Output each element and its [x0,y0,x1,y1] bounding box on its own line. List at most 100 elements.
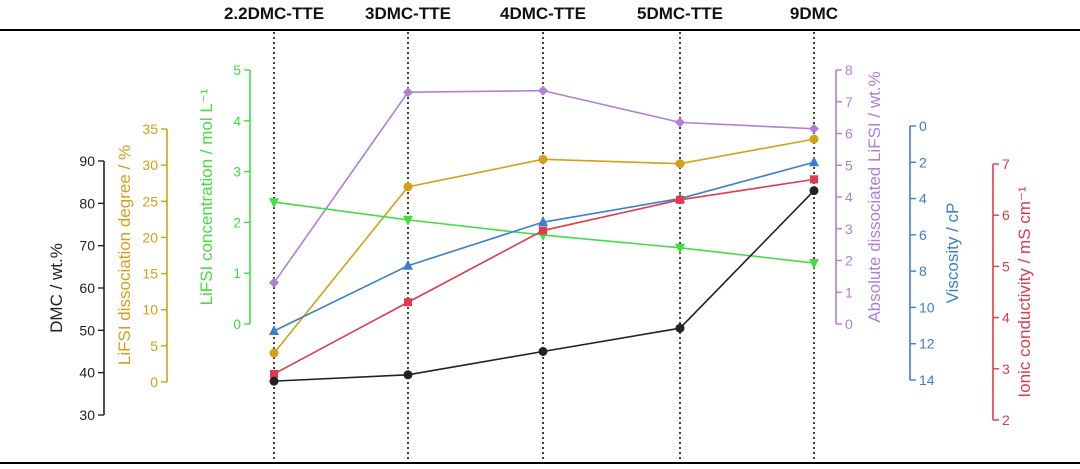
tick-label: 70 [79,238,95,254]
data-point [404,298,412,307]
tick-label: 40 [79,365,95,381]
series-line [273,161,815,332]
tick-label: 80 [79,195,95,211]
tick-label: 15 [142,266,158,282]
axis-title: Ionic conductivity / mS cm⁻¹ [1015,186,1034,397]
data-point [269,277,279,288]
tick-label: 3 [845,221,853,237]
data-point [403,87,413,98]
tick-label: 2 [845,253,853,269]
tick-label: 5 [1002,258,1010,274]
tick-label: 6 [1002,207,1010,223]
tick-label: 2 [919,154,927,170]
tick-label: 1 [233,265,241,281]
tick-label: 5 [150,338,158,354]
axis-deg: 0 5 10 15 20 25 30 35 LiFSI dissociation degree … [115,121,168,390]
data-point [676,195,684,204]
tick-label: 5 [845,157,853,173]
data-point [403,370,413,380]
series-line [273,178,815,375]
tick-label: 20 [142,229,158,245]
tick-label: 14 [919,372,935,388]
data-point [269,325,279,336]
tick-label: 8 [845,62,853,78]
tick-label: 25 [142,193,158,209]
tick-label: 5 [233,62,241,78]
tick-label: 6 [919,227,927,243]
category-layer: 2.2DMC-TTE 3DMC-TTE 4DMC-TTE 5DMC-TTE 9DMC [224,4,838,461]
series-deg [269,134,819,358]
category-label: 5DMC-TTE [637,4,723,23]
series-conc [269,198,819,270]
tick-label: 3 [1002,361,1010,377]
data-point [810,175,818,184]
data-point [538,154,548,164]
data-point [538,347,548,356]
data-point [403,259,413,270]
tick-label: 60 [79,280,95,296]
data-point [539,226,547,235]
axis-title: Absolute dissociated LiFSI / wt.% [865,71,884,322]
category-label: 9DMC [790,4,838,23]
axis-abs: 0 1 2 3 4 5 6 7 8 Absolute dissociated LiFSI / wt… [835,62,884,332]
tick-label: 7 [1002,156,1010,172]
tick-label: 50 [79,322,95,338]
tick-label: 0 [233,316,241,332]
tick-label: 0 [150,374,158,390]
data-point [403,215,413,226]
axis-dmc: 30 40 50 60 70 80 90 DMC / wt.% [47,153,105,423]
data-point [809,134,819,144]
tick-label: 7 [845,94,853,110]
tick-label: 0 [845,316,853,332]
axis-title: LiFSI dissociation degree / % [115,145,134,365]
data-point [809,186,819,196]
series-cond [270,175,818,378]
category-label: 4DMC-TTE [500,4,586,23]
axis-conc: 0 1 2 3 4 5 LiFSI concentration / mol L⁻¹ [197,62,251,332]
data-point [403,182,413,192]
data-point [270,369,278,378]
series-abs [269,85,819,288]
data-point [269,376,279,386]
axis-visc: 0 2 4 6 8 10 12 14 Viscosity / cP [909,118,962,388]
data-point [809,156,819,167]
tick-label: 2 [233,214,241,230]
tick-label: 4 [233,113,241,129]
series-visc [269,156,819,336]
tick-label: 0 [919,118,927,134]
series-layer [269,85,819,386]
tick-label: 2 [1002,412,1010,428]
data-point [809,259,819,270]
axis-title: LiFSI concentration / mol L⁻¹ [197,88,216,305]
tick-label: 3 [233,164,241,180]
tick-label: 90 [79,153,95,169]
axis-cond: 2 3 4 5 6 7 Ionic conductivity / mS cm⁻¹ [992,156,1034,428]
data-point [675,117,685,128]
axis-title: Viscosity / cP [943,203,962,304]
category-label: 3DMC-TTE [365,4,451,23]
data-point [675,243,685,254]
data-point [269,198,279,209]
tick-label: 35 [142,121,158,137]
data-point [269,348,279,358]
data-point [675,159,685,169]
tick-label: 1 [845,284,853,300]
tick-label: 30 [142,157,158,173]
data-point [538,85,548,96]
tick-label: 10 [142,302,158,318]
tick-label: 4 [845,189,853,205]
tick-label: 4 [919,191,927,207]
data-point [675,323,685,333]
series-line [273,138,815,354]
tick-label: 12 [919,336,935,352]
category-label: 2.2DMC-TTE [224,4,324,23]
tick-label: 8 [919,263,927,279]
tick-label: 30 [79,407,95,423]
tick-label: 6 [845,126,853,142]
data-point [809,123,819,134]
tick-label: 4 [1002,310,1010,326]
tick-label: 10 [919,299,935,315]
series-dmc [269,186,819,386]
